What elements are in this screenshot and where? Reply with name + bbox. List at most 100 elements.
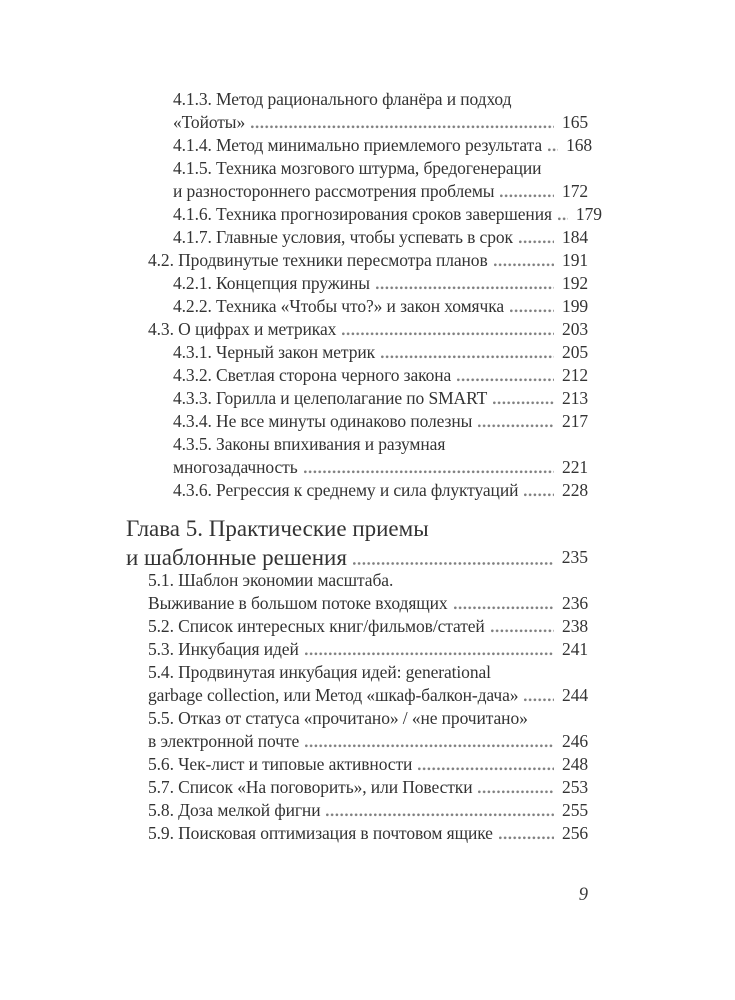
toc-entry-line: в электронной почте 246 bbox=[148, 730, 588, 753]
toc-entry: 4.3.2. Светлая сторона черного закона 212 bbox=[0, 364, 588, 387]
toc-entry-line: 4.1.6. Техника прогнозирования сроков за… bbox=[173, 203, 602, 226]
toc-entry-line: 4.2. Продвинутые техники пересмотра план… bbox=[148, 249, 588, 272]
toc-entry: 4.3.1. Черный закон метрик 205 bbox=[0, 341, 588, 364]
dot-leader bbox=[342, 318, 555, 341]
toc-entry-title: 5.9. Поисковая оптимизация в почтовом ящ… bbox=[148, 823, 493, 843]
dot-leader bbox=[493, 387, 555, 410]
toc-entry: 5.7. Список «На поговорить», или Повестк… bbox=[0, 776, 588, 799]
toc-entry-line: 5.5. Отказ от статуса «прочитано» / «не … bbox=[148, 707, 588, 730]
toc-entry-page-number: 221 bbox=[562, 457, 588, 477]
toc-entry-page-number: 228 bbox=[562, 480, 588, 500]
toc-entry-page-number: 238 bbox=[562, 616, 588, 636]
toc-entry-title: 4.1.3. Метод рационального фланёра и под… bbox=[173, 89, 512, 109]
dot-leader bbox=[500, 180, 555, 203]
dot-leader bbox=[303, 456, 555, 479]
toc-entry-title: garbage collection, или Метод «шкаф-балк… bbox=[148, 685, 519, 705]
toc-entry-title: Глава 5. Практические приемы bbox=[126, 516, 429, 541]
dot-leader bbox=[304, 638, 555, 661]
dot-leader bbox=[557, 203, 568, 226]
toc-entry-line: 4.2.1. Концепция пружины 192 bbox=[173, 272, 588, 295]
toc-entry-line: 4.1.7. Главные условия, чтобы успевать в… bbox=[173, 226, 588, 249]
dot-leader bbox=[478, 776, 555, 799]
toc-entry-page-number: 172 bbox=[562, 181, 588, 201]
toc-entry-line: 4.2.2. Техника «Чтобы что?» и закон хомя… bbox=[173, 295, 588, 318]
toc-entry: 4.1.7. Главные условия, чтобы успевать в… bbox=[0, 226, 588, 249]
toc-entry: 4.2.1. Концепция пружины 192 bbox=[0, 272, 588, 295]
toc-entry-page-number: 212 bbox=[562, 365, 588, 385]
toc-entry-line: многозадачность 221 bbox=[173, 456, 588, 479]
toc-entry-title: 4.3.3. Горилла и целеполагание по SMART bbox=[173, 388, 488, 408]
toc-entry-page-number: 255 bbox=[562, 800, 588, 820]
toc-entry: 4.1.4. Метод минимально приемлемого резу… bbox=[0, 134, 592, 157]
dot-leader bbox=[518, 226, 555, 249]
toc-entry-page-number: 165 bbox=[562, 112, 588, 132]
toc-entry-page-number: 217 bbox=[562, 411, 588, 431]
dot-leader bbox=[478, 410, 555, 433]
toc-entry-line: 5.8. Доза мелкой фигни 255 bbox=[148, 799, 588, 822]
toc-entry-title: 4.1.6. Техника прогнозирования сроков за… bbox=[173, 204, 552, 224]
toc-entry-page-number: 235 bbox=[561, 547, 588, 567]
toc-entry-line: 5.4. Продвинутая инкубация идей: generat… bbox=[148, 661, 588, 684]
dot-leader bbox=[510, 295, 555, 318]
dot-leader bbox=[498, 822, 555, 845]
toc-entry: 5.3. Инкубация идей 241 bbox=[0, 638, 588, 661]
toc-entry-line: Глава 5. Практические приемы bbox=[126, 514, 588, 543]
toc-entry-line: 4.1.4. Метод минимально приемлемого резу… bbox=[173, 134, 592, 157]
toc-entry-line: Выживание в большом потоке входящих 236 bbox=[148, 592, 588, 615]
toc-entry-title: 5.4. Продвинутая инкубация идей: generat… bbox=[148, 662, 491, 682]
toc-entry-line: 5.2. Список интересных книг/фильмов/стат… bbox=[148, 615, 588, 638]
toc-entry: 4.3.3. Горилла и целеполагание по SMART 2… bbox=[0, 387, 588, 410]
toc-entry-page-number: 256 bbox=[562, 823, 588, 843]
toc-entry-title: 4.3.1. Черный закон метрик bbox=[173, 342, 376, 362]
toc-entry-title: «Тойоты» bbox=[173, 112, 246, 132]
toc-entry-page-number: 241 bbox=[562, 639, 588, 659]
dot-leader bbox=[457, 364, 555, 387]
toc-entry: 4.3. О цифрах и метриках 203 bbox=[0, 318, 588, 341]
toc-entry-page-number: 184 bbox=[562, 227, 588, 247]
toc-entry-page-number: 253 bbox=[562, 777, 588, 797]
toc-entry: 5.6. Чек-лист и типовые активности 248 bbox=[0, 753, 588, 776]
toc-entry-title: 5.6. Чек-лист и типовые активности bbox=[148, 754, 413, 774]
table-of-contents: 4.1.3. Метод рационального фланёра и под… bbox=[0, 88, 602, 845]
toc-entry-title: и шаблонные решения bbox=[126, 545, 347, 570]
toc-entry: 5.4. Продвинутая инкубация идей: generat… bbox=[0, 661, 588, 707]
toc-entry: 5.2. Список интересных книг/фильмов/стат… bbox=[0, 615, 588, 638]
toc-entry-title: 4.1.7. Главные условия, чтобы успевать в… bbox=[173, 227, 513, 247]
toc-entry-title: 4.3. О цифрах и метриках bbox=[148, 319, 337, 339]
dot-leader bbox=[305, 730, 555, 753]
toc-entry-line: и разностороннего рассмотрения проблемы 1… bbox=[173, 180, 588, 203]
folio-page-number: 9 bbox=[578, 885, 588, 905]
toc-entry-page-number: 191 bbox=[562, 250, 588, 270]
toc-entry-title: 4.1.4. Метод минимально приемлемого резу… bbox=[173, 135, 543, 155]
toc-entry-title: 4.2.2. Техника «Чтобы что?» и закон хомя… bbox=[173, 296, 505, 316]
toc-entry-page-number: 205 bbox=[562, 342, 588, 362]
toc-entry-line: 5.9. Поисковая оптимизация в почтовом ящ… bbox=[148, 822, 588, 845]
toc-entry-line: 4.3.5. Законы впихивания и разумная bbox=[173, 433, 588, 456]
toc-entry-line: 5.6. Чек-лист и типовые активности 248 bbox=[148, 753, 588, 776]
dot-leader bbox=[251, 111, 555, 134]
toc-chapter-heading: Глава 5. Практические приемы и шаблонные … bbox=[0, 514, 588, 572]
toc-entry: 4.3.4. Не все минуты одинаково полезны 21… bbox=[0, 410, 588, 433]
toc-entry-page-number: 192 bbox=[562, 273, 588, 293]
toc-entry-title: и разностороннего рассмотрения проблемы bbox=[173, 181, 495, 201]
toc-entry-title: в электронной почте bbox=[148, 731, 300, 751]
toc-entry-line: «Тойоты» 165 bbox=[173, 111, 588, 134]
toc-entry-page-number: 179 bbox=[575, 204, 602, 224]
toc-entry-line: 5.3. Инкубация идей 241 bbox=[148, 638, 588, 661]
toc-entry-line: 4.3. О цифрах и метриках 203 bbox=[148, 318, 588, 341]
dot-leader bbox=[375, 272, 555, 295]
toc-entry-title: многозадачность bbox=[173, 457, 298, 477]
toc-entry: 4.1.3. Метод рационального фланёра и под… bbox=[0, 88, 588, 134]
toc-entry: 4.3.5. Законы впихивания и разумная много… bbox=[0, 433, 588, 479]
dot-leader bbox=[490, 615, 555, 638]
toc-entry-line: и шаблонные решения 235 bbox=[126, 543, 588, 572]
toc-entry-title: 4.3.2. Светлая сторона черного закона bbox=[173, 365, 452, 385]
dot-leader bbox=[418, 753, 555, 776]
toc-entry-line: 4.3.6. Регрессия к среднему и сила флукт… bbox=[173, 479, 588, 502]
toc-entry-title: Выживание в большом потоке входящих bbox=[148, 593, 448, 613]
toc-entry-title: 5.3. Инкубация идей bbox=[148, 639, 299, 659]
toc-entry-title: 4.2.1. Концепция пружины bbox=[173, 273, 370, 293]
dot-leader bbox=[548, 134, 559, 157]
dot-leader bbox=[493, 249, 555, 272]
